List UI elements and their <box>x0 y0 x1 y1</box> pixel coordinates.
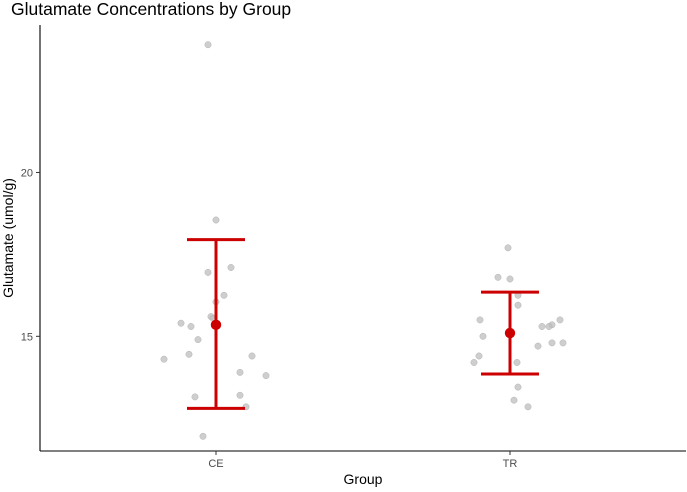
data-point-tr-33 <box>534 342 542 350</box>
data-point-tr-36 <box>513 359 521 366</box>
data-point-tr-38 <box>510 396 518 404</box>
x-tick-label-ce: CE <box>208 458 223 470</box>
data-point-tr-22 <box>506 275 514 283</box>
data-point-ce-4 <box>220 291 228 299</box>
data-point-tr-29 <box>545 323 553 330</box>
plot-area <box>160 41 567 440</box>
data-point-ce-1 <box>212 216 220 224</box>
data-point-tr-24 <box>514 301 522 309</box>
data-point-tr-37 <box>514 383 522 391</box>
data-point-tr-32 <box>559 339 567 347</box>
data-point-tr-28 <box>538 323 546 330</box>
data-point-tr-34 <box>475 352 483 360</box>
data-point-tr-21 <box>494 273 502 281</box>
data-point-tr-35 <box>470 359 478 366</box>
data-point-tr-25 <box>476 316 484 324</box>
x-axis-label: Group <box>344 471 383 487</box>
x-tick-label-tr: TR <box>503 458 518 470</box>
data-point-tr-39 <box>524 403 532 411</box>
data-point-tr-31 <box>548 339 556 347</box>
data-point-ce-10 <box>194 336 202 343</box>
data-point-ce-17 <box>191 393 199 401</box>
axis-ticks: 15 20 CE TR <box>21 167 518 470</box>
data-point-ce-9 <box>187 323 195 330</box>
data-point-ce-8 <box>177 319 185 327</box>
y-tick-label-15: 15 <box>21 331 33 343</box>
data-point-ce-19 <box>199 432 207 440</box>
data-point-ce-15 <box>262 372 270 379</box>
data-point-tr-20 <box>504 244 512 252</box>
mean-point-ce <box>210 319 222 331</box>
y-tick-label-20: 20 <box>21 167 33 179</box>
data-point-ce-14 <box>236 368 244 376</box>
data-point-tr-30 <box>479 332 487 340</box>
data-point-ce-16 <box>236 391 244 399</box>
y-axis-label: Glutamate (umol/g) <box>0 178 16 298</box>
chart-title: Glutamate Concentrations by Group <box>11 0 291 19</box>
data-point-ce-13 <box>160 355 168 363</box>
data-point-ce-12 <box>248 352 256 360</box>
data-point-ce-2 <box>227 264 235 271</box>
data-point-ce-3 <box>204 268 212 276</box>
mean-point-tr <box>504 327 516 339</box>
data-point-tr-26 <box>556 316 564 324</box>
data-point-ce-11 <box>185 350 193 358</box>
data-point-ce-0 <box>204 41 212 49</box>
